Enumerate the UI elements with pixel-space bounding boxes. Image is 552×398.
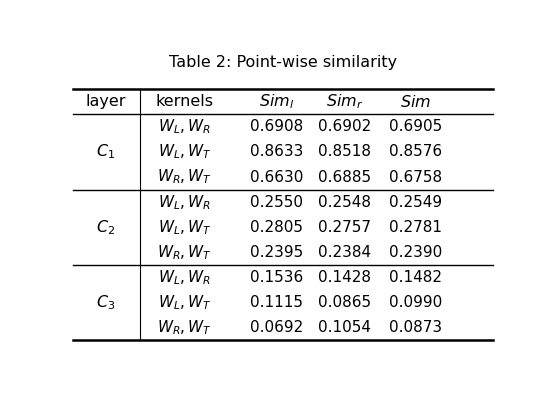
Text: 0.8576: 0.8576 <box>389 144 442 160</box>
Text: $W_L,W_R$: $W_L,W_R$ <box>158 117 211 136</box>
Text: 0.6902: 0.6902 <box>319 119 371 135</box>
Text: 0.8633: 0.8633 <box>250 144 303 160</box>
Text: 0.6630: 0.6630 <box>250 170 303 185</box>
Text: 0.2550: 0.2550 <box>250 195 303 210</box>
Text: 0.0990: 0.0990 <box>389 295 442 310</box>
Text: 0.1054: 0.1054 <box>319 320 371 336</box>
Text: 0.2805: 0.2805 <box>250 220 303 235</box>
Text: 0.2781: 0.2781 <box>389 220 442 235</box>
Text: 0.2549: 0.2549 <box>389 195 442 210</box>
Text: 0.2390: 0.2390 <box>389 245 442 260</box>
Text: 0.6908: 0.6908 <box>250 119 303 135</box>
Text: $W_L,W_T$: $W_L,W_T$ <box>158 142 211 161</box>
Text: 0.1428: 0.1428 <box>319 270 371 285</box>
Text: 0.1482: 0.1482 <box>389 270 442 285</box>
Text: 0.1536: 0.1536 <box>250 270 303 285</box>
Text: 0.2384: 0.2384 <box>319 245 371 260</box>
Text: 0.2395: 0.2395 <box>250 245 303 260</box>
Text: 0.8518: 0.8518 <box>319 144 371 160</box>
Text: $Sim$: $Sim$ <box>400 94 431 110</box>
Text: $W_R,W_T$: $W_R,W_T$ <box>157 243 212 262</box>
Text: 0.0873: 0.0873 <box>389 320 442 336</box>
Text: $W_L,W_T$: $W_L,W_T$ <box>158 218 211 237</box>
Text: 0.6885: 0.6885 <box>319 170 371 185</box>
Text: Table 2: Point-wise similarity: Table 2: Point-wise similarity <box>169 55 397 70</box>
Text: $Sim_r$: $Sim_r$ <box>326 92 364 111</box>
Text: $W_R,W_T$: $W_R,W_T$ <box>157 318 212 337</box>
Text: 0.0865: 0.0865 <box>319 295 371 310</box>
Text: 0.2757: 0.2757 <box>319 220 371 235</box>
Text: $C_2$: $C_2$ <box>96 218 115 237</box>
Text: $W_R,W_T$: $W_R,W_T$ <box>157 168 212 186</box>
Text: 0.2548: 0.2548 <box>319 195 371 210</box>
Text: 0.1115: 0.1115 <box>250 295 303 310</box>
Text: 0.6758: 0.6758 <box>389 170 442 185</box>
Text: layer: layer <box>85 94 126 109</box>
Text: $W_L,W_R$: $W_L,W_R$ <box>158 193 211 212</box>
Text: kernels: kernels <box>156 94 214 109</box>
Text: $W_L,W_T$: $W_L,W_T$ <box>158 293 211 312</box>
Text: 0.0692: 0.0692 <box>250 320 303 336</box>
Text: $C_3$: $C_3$ <box>95 293 115 312</box>
Text: $Sim_l$: $Sim_l$ <box>259 92 294 111</box>
Text: $W_L,W_R$: $W_L,W_R$ <box>158 268 211 287</box>
Text: $C_1$: $C_1$ <box>96 142 115 161</box>
Text: 0.6905: 0.6905 <box>389 119 442 135</box>
